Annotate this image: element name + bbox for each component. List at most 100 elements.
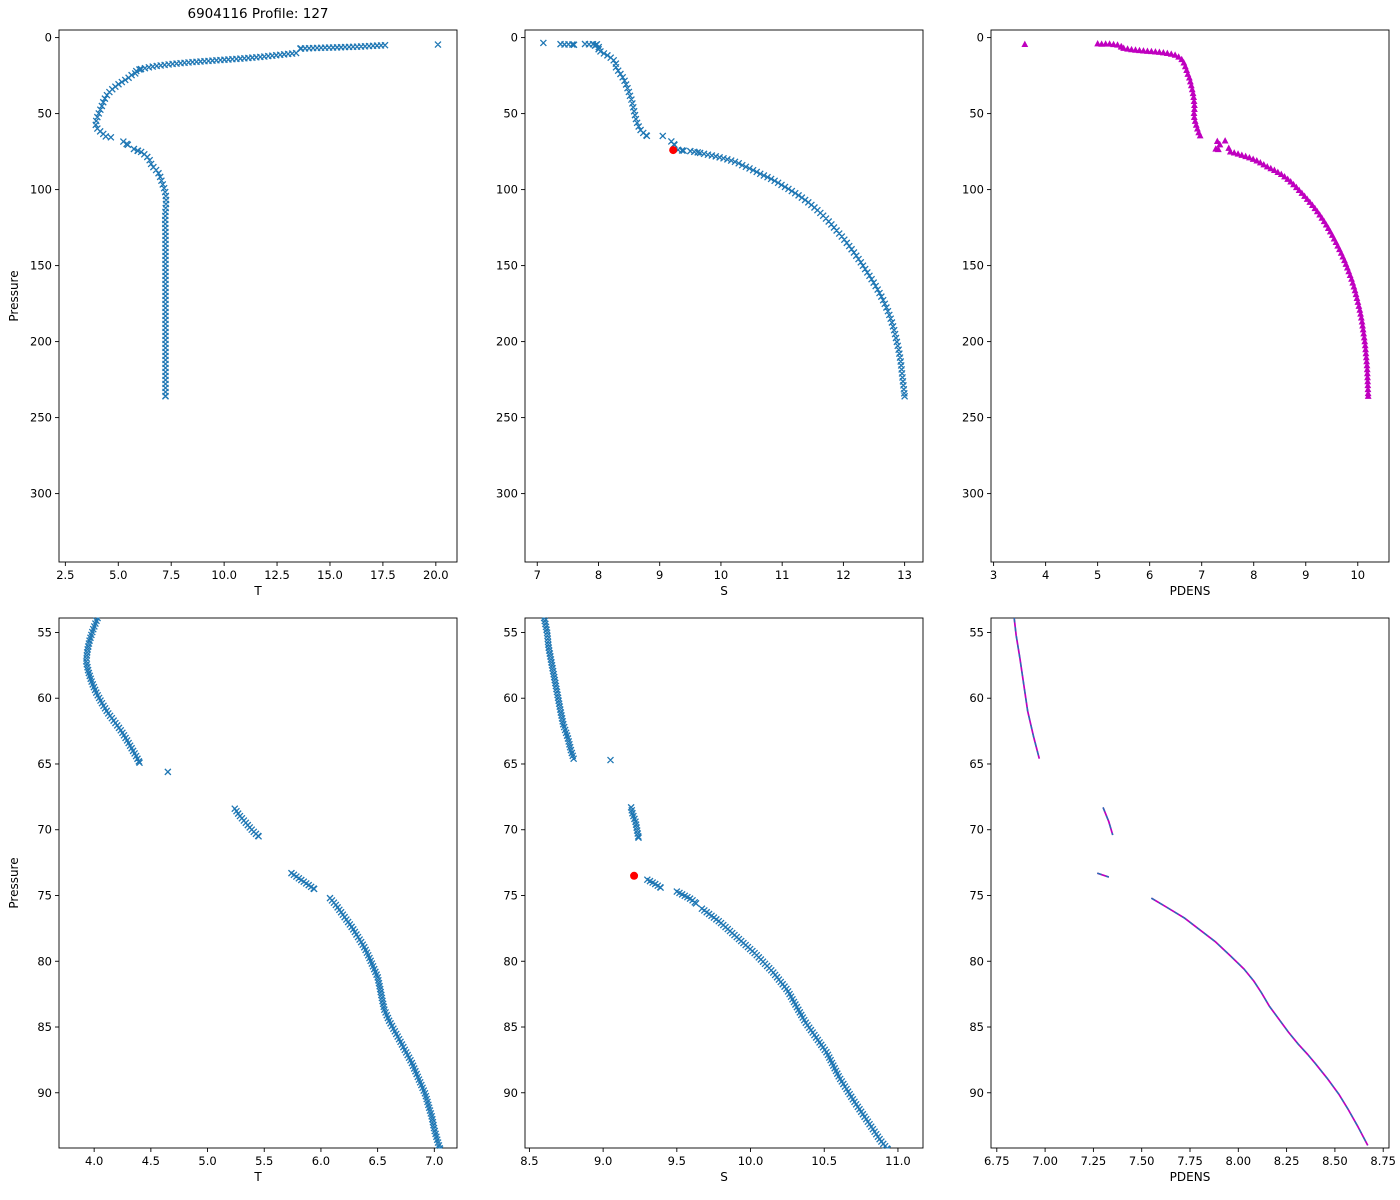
svg-text:80: 80 xyxy=(37,954,52,968)
svg-text:85: 85 xyxy=(37,1020,52,1034)
svg-text:200: 200 xyxy=(30,335,52,349)
y-axis-label: Pressure xyxy=(7,270,21,321)
svg-text:9: 9 xyxy=(1302,568,1309,582)
svg-text:80: 80 xyxy=(503,954,518,968)
svg-text:55: 55 xyxy=(37,625,52,639)
svg-text:300: 300 xyxy=(496,487,518,501)
svg-text:55: 55 xyxy=(969,625,984,639)
x-axis-label: T xyxy=(253,1170,262,1184)
svg-text:13: 13 xyxy=(897,568,912,582)
svg-text:20.0: 20.0 xyxy=(423,568,449,582)
svg-text:7.5: 7.5 xyxy=(162,568,180,582)
svg-text:65: 65 xyxy=(503,757,518,771)
svg-text:5.0: 5.0 xyxy=(198,1154,216,1168)
series-salinity-zoom xyxy=(540,617,892,1149)
svg-text:7: 7 xyxy=(534,568,541,582)
x-axis-label: S xyxy=(720,1170,728,1184)
svg-text:75: 75 xyxy=(37,888,52,902)
svg-text:10.5: 10.5 xyxy=(811,1154,837,1168)
series-temperature-profile xyxy=(92,41,442,400)
svg-text:5.5: 5.5 xyxy=(255,1154,273,1168)
svg-text:10.0: 10.0 xyxy=(738,1154,764,1168)
svg-text:70: 70 xyxy=(503,823,518,837)
svg-text:6.5: 6.5 xyxy=(368,1154,386,1168)
svg-text:150: 150 xyxy=(962,259,984,273)
svg-text:7.00: 7.00 xyxy=(1032,1154,1058,1168)
svg-text:9.5: 9.5 xyxy=(668,1154,686,1168)
svg-text:0: 0 xyxy=(45,31,52,45)
chart-temperature-zoom: 4.0 4.5 5.0 5.5 6.0 6.5 7.0 55 60 65 70 75 80 85 90 T Pr… xyxy=(1,600,467,1200)
svg-text:200: 200 xyxy=(496,335,518,349)
chart-temperature-full: 2.5 5.0 7.5 10.0 12.5 15.0 17.5 20.0 0 50 100 150 20… xyxy=(1,0,467,600)
series-salinity-profile xyxy=(539,39,909,400)
s_full-plot: 7 8 9 10 11 12 13 0 50 100 150 200 250 300 S xyxy=(496,29,924,598)
svg-text:0: 0 xyxy=(977,31,984,45)
svg-text:300: 300 xyxy=(30,487,52,501)
svg-text:7.25: 7.25 xyxy=(1081,1154,1107,1168)
svg-text:70: 70 xyxy=(969,823,984,837)
svg-text:17.5: 17.5 xyxy=(370,568,396,582)
s_zoom-plot: 8.5 9.0 9.5 10.0 10.5 11.0 55 60 65 70 75 80 85 90 S xyxy=(503,617,924,1184)
y-axis-label: Pressure xyxy=(7,857,21,908)
svg-text:50: 50 xyxy=(37,107,52,121)
svg-text:3: 3 xyxy=(990,568,997,582)
svg-text:80: 80 xyxy=(969,954,984,968)
svg-text:100: 100 xyxy=(30,183,52,197)
svg-text:8: 8 xyxy=(595,568,602,582)
series-pdens-profile xyxy=(1021,40,1372,399)
svg-text:150: 150 xyxy=(30,259,52,273)
svg-text:11.0: 11.0 xyxy=(885,1154,911,1168)
svg-text:9: 9 xyxy=(656,568,663,582)
pdens_zoom-plot: 6.75 7.00 7.25 7.50 7.75 8.00 8.25 8.50 8.75 55 60… xyxy=(969,617,1396,1184)
series-temperature-zoom xyxy=(82,617,444,1149)
svg-text:90: 90 xyxy=(969,1086,984,1100)
axes: 6.75 7.00 7.25 7.50 7.75 8.00 8.25 8.50 8.75 55 60… xyxy=(969,617,1396,1184)
svg-text:60: 60 xyxy=(969,691,984,705)
chart-pdens-full: 3 4 5 6 7 8 9 10 0 50 100 150 200 250 300 PDENS xyxy=(933,0,1399,600)
figure-title: 6904116 Profile: 127 xyxy=(187,6,329,22)
svg-text:12.5: 12.5 xyxy=(264,568,290,582)
svg-text:2.5: 2.5 xyxy=(56,568,74,582)
svg-text:15.0: 15.0 xyxy=(317,568,343,582)
svg-text:250: 250 xyxy=(30,411,52,425)
svg-text:100: 100 xyxy=(496,183,518,197)
series-flagged-point xyxy=(669,146,678,155)
svg-text:85: 85 xyxy=(969,1020,984,1034)
x-axis-label: PDENS xyxy=(1170,1170,1211,1184)
svg-text:250: 250 xyxy=(496,411,518,425)
svg-text:300: 300 xyxy=(962,487,984,501)
svg-text:11: 11 xyxy=(775,568,790,582)
svg-text:8.75: 8.75 xyxy=(1370,1154,1396,1168)
svg-text:70: 70 xyxy=(37,823,52,837)
svg-text:50: 50 xyxy=(503,107,518,121)
svg-text:9.0: 9.0 xyxy=(594,1154,612,1168)
svg-text:7: 7 xyxy=(1198,568,1205,582)
svg-text:10: 10 xyxy=(1350,568,1365,582)
axes: 4.0 4.5 5.0 5.5 6.0 6.5 7.0 55 60 65 70 75 80 85 90 T Pr… xyxy=(7,617,458,1184)
chart-salinity-zoom: 8.5 9.0 9.5 10.0 10.5 11.0 55 60 65 70 75 80 85 90 S xyxy=(467,600,933,1200)
svg-text:250: 250 xyxy=(962,411,984,425)
svg-text:7.0: 7.0 xyxy=(425,1154,443,1168)
svg-text:90: 90 xyxy=(503,1086,518,1100)
svg-text:100: 100 xyxy=(962,183,984,197)
svg-text:75: 75 xyxy=(503,888,518,902)
svg-text:4.5: 4.5 xyxy=(142,1154,160,1168)
x-axis-label: S xyxy=(720,584,728,598)
x-axis-label: PDENS xyxy=(1170,584,1211,598)
svg-text:75: 75 xyxy=(969,888,984,902)
svg-text:65: 65 xyxy=(969,757,984,771)
svg-text:60: 60 xyxy=(503,691,518,705)
t_full-plot: 2.5 5.0 7.5 10.0 12.5 15.0 17.5 20.0 0 50 100 150 20… xyxy=(7,29,458,598)
svg-text:150: 150 xyxy=(496,259,518,273)
svg-text:8: 8 xyxy=(1250,568,1257,582)
series-flagged-point-zoom xyxy=(630,871,639,880)
axes: 8.5 9.0 9.5 10.0 10.5 11.0 55 60 65 70 75 80 85 90 S xyxy=(503,617,924,1184)
svg-text:5.0: 5.0 xyxy=(109,568,127,582)
svg-text:6.75: 6.75 xyxy=(984,1154,1010,1168)
svg-text:10: 10 xyxy=(714,568,729,582)
svg-text:8.50: 8.50 xyxy=(1322,1154,1348,1168)
series-pdens-zoom-line xyxy=(1013,617,1369,1146)
x-axis-label: T xyxy=(253,584,262,598)
svg-text:8.5: 8.5 xyxy=(520,1154,538,1168)
